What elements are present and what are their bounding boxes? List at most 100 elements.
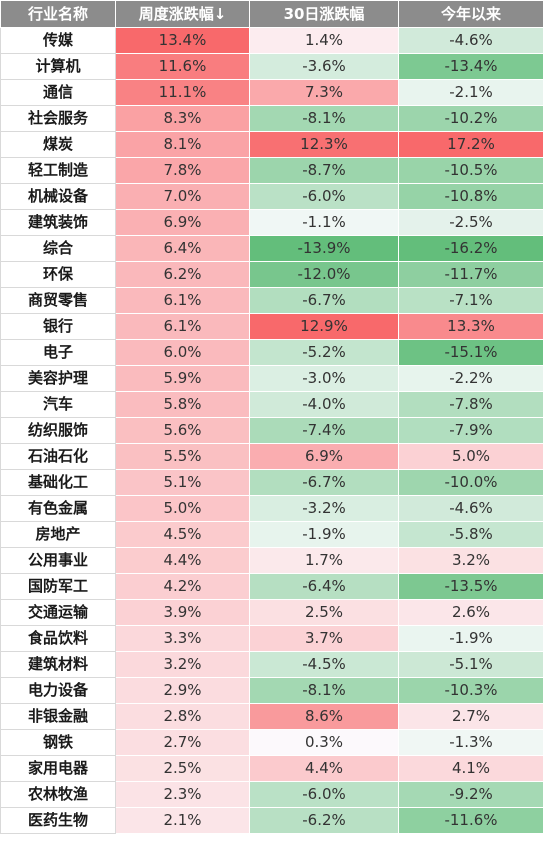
weekly-change-cell: 6.4% (115, 235, 250, 262)
day30-change-cell: 0.3% (249, 729, 399, 756)
ytd-change-cell: -2.1% (398, 79, 544, 106)
industry-name-cell: 农林牧渔 (0, 781, 116, 808)
day30-change-cell: 1.4% (249, 27, 399, 54)
ytd-change-cell: -1.9% (398, 625, 544, 652)
industry-name-cell: 煤炭 (0, 131, 116, 158)
day30-change-cell: 12.3% (249, 131, 399, 158)
weekly-change-cell: 3.3% (115, 625, 250, 652)
industry-name-cell: 纺织服饰 (0, 417, 116, 444)
header-row: 行业名称 周度涨跌幅↓ 30日涨跌幅 今年以来 (0, 0, 544, 28)
day30-change-cell: -3.2% (249, 495, 399, 522)
weekly-change-cell: 8.1% (115, 131, 250, 158)
day30-change-cell: -1.1% (249, 209, 399, 236)
table-row: 房地产 4.5% -1.9% -5.8% (0, 521, 544, 548)
table-row: 非银金融 2.8% 8.6% 2.7% (0, 703, 544, 730)
weekly-change-cell: 6.2% (115, 261, 250, 288)
day30-change-cell: -7.4% (249, 417, 399, 444)
ytd-change-cell: -10.3% (398, 677, 544, 704)
industry-name-cell: 家用电器 (0, 755, 116, 782)
day30-change-cell: -6.7% (249, 287, 399, 314)
weekly-change-cell: 4.5% (115, 521, 250, 548)
table-row: 医药生物 2.1% -6.2% -11.6% (0, 807, 544, 834)
col-header-weekly[interactable]: 周度涨跌幅↓ (115, 0, 250, 28)
industry-name-cell: 美容护理 (0, 365, 116, 392)
industry-name-cell: 银行 (0, 313, 116, 340)
ytd-change-cell: -4.6% (398, 495, 544, 522)
weekly-change-cell: 11.1% (115, 79, 250, 106)
day30-change-cell: 3.7% (249, 625, 399, 652)
ytd-change-cell: -10.2% (398, 105, 544, 132)
industry-name-cell: 石油石化 (0, 443, 116, 470)
weekly-change-cell: 5.5% (115, 443, 250, 470)
ytd-change-cell: -9.2% (398, 781, 544, 808)
industry-name-cell: 传媒 (0, 27, 116, 54)
day30-change-cell: 8.6% (249, 703, 399, 730)
weekly-change-cell: 2.5% (115, 755, 250, 782)
weekly-change-cell: 5.1% (115, 469, 250, 496)
table-row: 通信 11.1% 7.3% -2.1% (0, 79, 544, 106)
table-row: 电子 6.0% -5.2% -15.1% (0, 339, 544, 366)
ytd-change-cell: -13.5% (398, 573, 544, 600)
ytd-change-cell: -16.2% (398, 235, 544, 262)
day30-change-cell: -6.7% (249, 469, 399, 496)
day30-change-cell: -6.0% (249, 781, 399, 808)
ytd-change-cell: 4.1% (398, 755, 544, 782)
industry-name-cell: 交通运输 (0, 599, 116, 626)
ytd-change-cell: 17.2% (398, 131, 544, 158)
ytd-change-cell: -11.6% (398, 807, 544, 834)
table-row: 电力设备 2.9% -8.1% -10.3% (0, 677, 544, 704)
day30-change-cell: 2.5% (249, 599, 399, 626)
ytd-change-cell: -7.1% (398, 287, 544, 314)
weekly-change-cell: 13.4% (115, 27, 250, 54)
industry-name-cell: 通信 (0, 79, 116, 106)
weekly-change-cell: 6.1% (115, 313, 250, 340)
industry-name-cell: 计算机 (0, 53, 116, 80)
table-row: 有色金属 5.0% -3.2% -4.6% (0, 495, 544, 522)
table-row: 社会服务 8.3% -8.1% -10.2% (0, 105, 544, 132)
col-header-ytd[interactable]: 今年以来 (398, 0, 544, 28)
day30-change-cell: 7.3% (249, 79, 399, 106)
table-row: 国防军工 4.2% -6.4% -13.5% (0, 573, 544, 600)
day30-change-cell: -12.0% (249, 261, 399, 288)
table-row: 机械设备 7.0% -6.0% -10.8% (0, 183, 544, 210)
day30-change-cell: -4.5% (249, 651, 399, 678)
industry-name-cell: 轻工制造 (0, 157, 116, 184)
day30-change-cell: -4.0% (249, 391, 399, 418)
industry-name-cell: 汽车 (0, 391, 116, 418)
table-body: 传媒 13.4% 1.4% -4.6% 计算机 11.6% -3.6% -13.4% 通信 11.… (0, 27, 544, 834)
weekly-change-cell: 4.2% (115, 573, 250, 600)
ytd-change-cell: -11.7% (398, 261, 544, 288)
weekly-change-cell: 3.2% (115, 651, 250, 678)
ytd-change-cell: -7.9% (398, 417, 544, 444)
ytd-change-cell: -4.6% (398, 27, 544, 54)
ytd-change-cell: -2.5% (398, 209, 544, 236)
weekly-change-cell: 6.1% (115, 287, 250, 314)
day30-change-cell: -5.2% (249, 339, 399, 366)
day30-change-cell: -8.1% (249, 677, 399, 704)
col-header-30day[interactable]: 30日涨跌幅 (249, 0, 399, 28)
industry-name-cell: 建筑装饰 (0, 209, 116, 236)
industry-name-cell: 基础化工 (0, 469, 116, 496)
industry-name-cell: 社会服务 (0, 105, 116, 132)
ytd-change-cell: -13.4% (398, 53, 544, 80)
table-row: 汽车 5.8% -4.0% -7.8% (0, 391, 544, 418)
table-row: 家用电器 2.5% 4.4% 4.1% (0, 755, 544, 782)
ytd-change-cell: -10.0% (398, 469, 544, 496)
ytd-change-cell: -7.8% (398, 391, 544, 418)
day30-change-cell: -3.0% (249, 365, 399, 392)
table-row: 钢铁 2.7% 0.3% -1.3% (0, 729, 544, 756)
table-row: 农林牧渔 2.3% -6.0% -9.2% (0, 781, 544, 808)
table-row: 商贸零售 6.1% -6.7% -7.1% (0, 287, 544, 314)
industry-name-cell: 公用事业 (0, 547, 116, 574)
industry-name-cell: 钢铁 (0, 729, 116, 756)
industry-name-cell: 有色金属 (0, 495, 116, 522)
weekly-change-cell: 2.9% (115, 677, 250, 704)
day30-change-cell: -8.7% (249, 157, 399, 184)
industry-name-cell: 医药生物 (0, 807, 116, 834)
ytd-change-cell: 2.6% (398, 599, 544, 626)
table-row: 交通运输 3.9% 2.5% 2.6% (0, 599, 544, 626)
weekly-change-cell: 11.6% (115, 53, 250, 80)
day30-change-cell: -6.0% (249, 183, 399, 210)
ytd-change-cell: 5.0% (398, 443, 544, 470)
industry-name-cell: 商贸零售 (0, 287, 116, 314)
